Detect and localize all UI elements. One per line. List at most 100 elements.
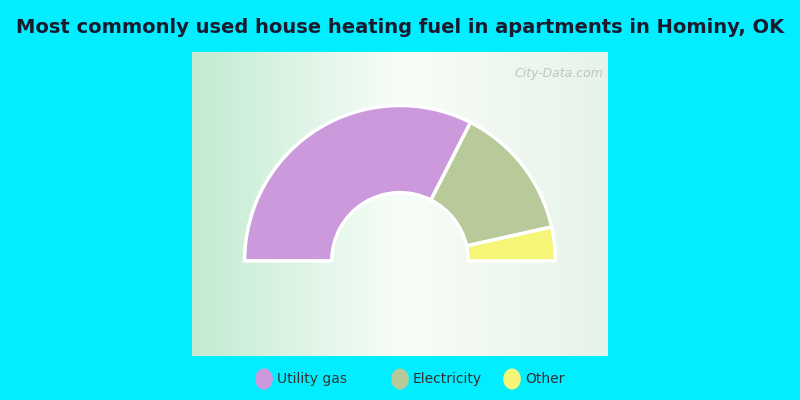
Bar: [379, 52, 382, 356]
Bar: [262, 52, 265, 356]
Bar: [461, 52, 463, 356]
Bar: [196, 52, 198, 356]
Bar: [400, 52, 402, 356]
Bar: [325, 52, 327, 356]
Bar: [302, 52, 305, 356]
Bar: [514, 52, 517, 356]
Bar: [208, 52, 210, 356]
Ellipse shape: [255, 368, 273, 390]
Bar: [339, 52, 342, 356]
Bar: [352, 52, 354, 356]
Bar: [438, 52, 440, 356]
Bar: [473, 52, 475, 356]
Bar: [434, 52, 436, 356]
Bar: [202, 52, 205, 356]
Bar: [217, 52, 219, 356]
Bar: [418, 52, 422, 356]
Bar: [525, 52, 527, 356]
Bar: [327, 52, 330, 356]
Bar: [408, 52, 411, 356]
Bar: [286, 52, 288, 356]
Bar: [382, 52, 384, 356]
Bar: [331, 52, 334, 356]
Bar: [442, 52, 444, 356]
Bar: [579, 52, 582, 356]
Bar: [306, 52, 309, 356]
Bar: [535, 52, 538, 356]
Bar: [598, 52, 601, 356]
Bar: [431, 52, 434, 356]
Bar: [519, 52, 522, 356]
Bar: [569, 52, 571, 356]
Bar: [246, 52, 248, 356]
Bar: [244, 52, 246, 356]
Bar: [231, 52, 234, 356]
Bar: [204, 52, 206, 356]
Bar: [283, 52, 286, 356]
Bar: [475, 52, 478, 356]
Bar: [318, 52, 321, 356]
Bar: [429, 52, 432, 356]
Bar: [582, 52, 584, 356]
Text: Other: Other: [525, 372, 564, 386]
Bar: [544, 52, 546, 356]
Bar: [338, 52, 340, 356]
Bar: [561, 52, 563, 356]
Bar: [510, 52, 513, 356]
Bar: [494, 52, 496, 356]
Text: Most commonly used house heating fuel in apartments in Hominy, OK: Most commonly used house heating fuel in…: [16, 18, 784, 37]
Bar: [521, 52, 523, 356]
Bar: [383, 52, 386, 356]
Bar: [254, 52, 257, 356]
Bar: [317, 52, 319, 356]
Bar: [313, 52, 315, 356]
Bar: [506, 52, 509, 356]
Bar: [588, 52, 590, 356]
Bar: [562, 52, 565, 356]
Bar: [573, 52, 575, 356]
Bar: [558, 52, 561, 356]
Bar: [227, 52, 230, 356]
Bar: [265, 52, 267, 356]
Bar: [191, 52, 194, 356]
Ellipse shape: [391, 368, 409, 390]
Bar: [334, 52, 336, 356]
Bar: [273, 52, 275, 356]
Bar: [550, 52, 553, 356]
Bar: [238, 52, 240, 356]
Bar: [492, 52, 494, 356]
Bar: [269, 52, 271, 356]
Bar: [414, 52, 417, 356]
Bar: [482, 52, 484, 356]
Bar: [377, 52, 379, 356]
Bar: [542, 52, 544, 356]
Bar: [452, 52, 454, 356]
Bar: [504, 52, 506, 356]
Bar: [210, 52, 213, 356]
Bar: [275, 52, 278, 356]
Bar: [448, 52, 450, 356]
Bar: [292, 52, 294, 356]
Bar: [310, 52, 313, 356]
Wedge shape: [431, 122, 552, 246]
Bar: [552, 52, 554, 356]
Bar: [346, 52, 348, 356]
Bar: [465, 52, 467, 356]
Bar: [454, 52, 457, 356]
Bar: [229, 52, 231, 356]
Bar: [462, 52, 465, 356]
Bar: [366, 52, 369, 356]
Bar: [469, 52, 471, 356]
Bar: [540, 52, 542, 356]
Bar: [242, 52, 244, 356]
Bar: [279, 52, 282, 356]
Bar: [314, 52, 317, 356]
Bar: [362, 52, 365, 356]
Bar: [456, 52, 458, 356]
Bar: [371, 52, 374, 356]
Bar: [277, 52, 279, 356]
Bar: [387, 52, 390, 356]
Bar: [466, 52, 469, 356]
Bar: [600, 52, 602, 356]
Bar: [198, 52, 200, 356]
